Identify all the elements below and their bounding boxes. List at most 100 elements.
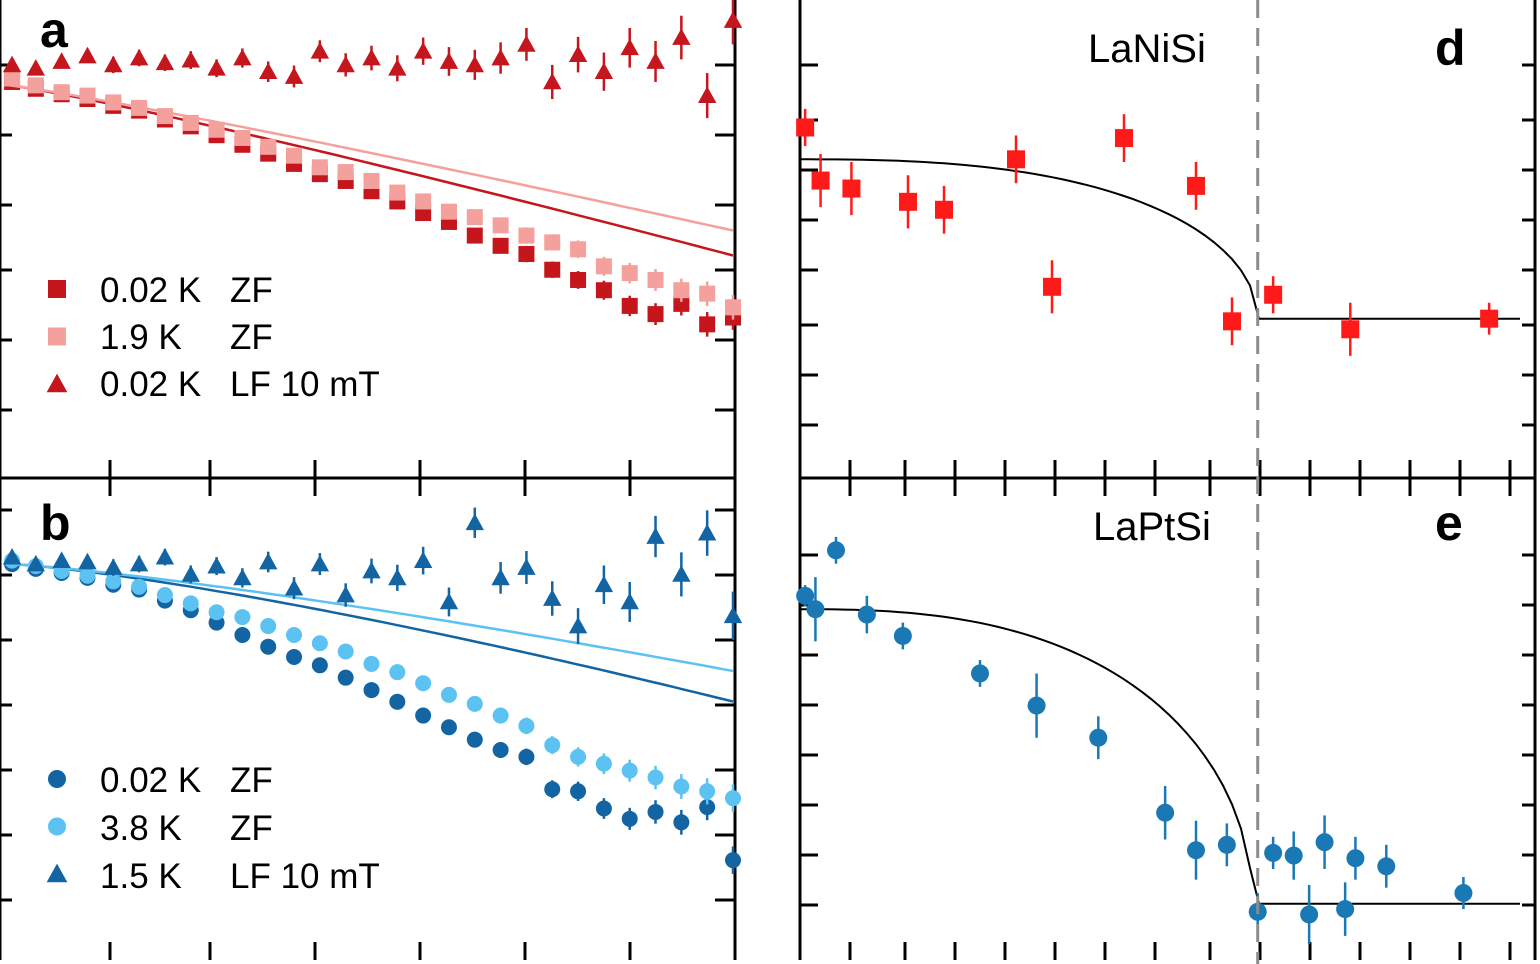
point-b-2-6 (155, 547, 175, 565)
legend-a-temp-2: 0.02 K (100, 365, 201, 404)
point-b-2-15 (388, 568, 407, 586)
point-a-1-11 (286, 147, 303, 164)
point-e-3 (857, 605, 876, 624)
point-a-0-18 (466, 227, 483, 244)
point-e-9 (1187, 841, 1205, 860)
panel-b: b 0.02 K ZF 3.8 K ZF 1.5 K LF 10 mT (40, 495, 380, 896)
point-a-2-21 (543, 72, 562, 90)
point-b-1-16 (415, 675, 432, 692)
point-b-2-4 (104, 558, 123, 575)
point-e-2 (827, 541, 845, 560)
point-a-2-6 (155, 53, 175, 71)
frame-e (798, 478, 1537, 960)
point-a-0-27 (699, 316, 716, 333)
point-a-2-15 (388, 59, 407, 76)
series-a-2 (2, 0, 743, 119)
point-b-2-14 (362, 561, 381, 579)
point-b-2-9 (233, 568, 252, 586)
legend-marker-a-1 (48, 327, 66, 346)
point-b-0-28 (725, 852, 741, 869)
point-a-2-10 (259, 62, 278, 80)
legend-a-field-2: LF 10 mT (230, 365, 380, 404)
point-a-2-12 (310, 42, 330, 59)
point-a-0-23 (595, 282, 612, 299)
point-e-18 (1377, 857, 1396, 876)
point-e-13 (1300, 905, 1319, 924)
point-b-1-15 (389, 664, 406, 681)
point-b-0-18 (466, 731, 483, 748)
point-a-1-24 (621, 265, 638, 282)
point-a-0-19 (492, 237, 509, 254)
point-a-1-6 (156, 108, 173, 125)
point-a-2-23 (594, 62, 614, 80)
point-a-1-23 (595, 258, 612, 275)
point-e-1 (806, 600, 825, 619)
fit-line-b-1 (9, 562, 734, 673)
point-a-1-28 (725, 299, 741, 316)
point-b-0-9 (234, 626, 251, 643)
point-b-1-17 (440, 686, 457, 703)
point-a-0-25 (647, 306, 664, 323)
point-a-2-11 (284, 67, 304, 84)
material-label-laptsi: LaPtSi (1093, 505, 1211, 549)
point-a-1-1 (27, 77, 44, 94)
point-b-1-28 (725, 790, 741, 807)
series-e (796, 536, 1520, 944)
point-a-2-20 (517, 35, 536, 52)
point-b-2-27 (697, 523, 717, 541)
point-d-8 (1187, 176, 1205, 195)
point-b-1-3 (79, 567, 96, 584)
point-b-1-19 (492, 707, 509, 724)
point-e-19 (1454, 884, 1473, 903)
point-a-1-21 (544, 234, 561, 251)
fit-line-b-0 (9, 562, 734, 703)
point-a-1-5 (131, 99, 148, 116)
legend-a-temp-1: 1.9 K (100, 318, 182, 357)
point-a-1-2 (53, 84, 70, 101)
point-d-7 (1115, 129, 1133, 148)
point-d-9 (1223, 312, 1241, 331)
legend-marker-b-0 (48, 770, 66, 788)
point-a-1-3 (79, 87, 96, 104)
point-b-2-18 (465, 513, 484, 531)
point-b-0-16 (415, 707, 432, 724)
point-e-4 (893, 626, 912, 645)
point-b-2-20 (517, 558, 536, 575)
point-b-2-24 (620, 592, 639, 610)
point-a-2-5 (129, 48, 149, 66)
point-d-1 (811, 171, 830, 190)
point-d-3 (899, 192, 917, 211)
point-a-0-21 (544, 261, 561, 278)
point-b-1-10 (260, 618, 277, 635)
point-b-2-10 (259, 552, 278, 570)
point-b-0-22 (570, 783, 587, 800)
point-b-2-28 (723, 606, 743, 624)
point-a-2-22 (568, 45, 588, 62)
legend-markers-b (46, 770, 68, 883)
point-b-1-13 (337, 643, 354, 660)
point-e-16 (1315, 833, 1334, 852)
point-a-1-7 (182, 114, 199, 131)
point-b-0-25 (647, 803, 664, 820)
point-a-1-18 (466, 209, 483, 226)
point-b-1-12 (311, 635, 328, 652)
point-b-2-26 (672, 565, 691, 582)
point-a-2-1 (26, 59, 46, 76)
point-b-0-19 (492, 741, 509, 758)
point-a-0-24 (621, 297, 638, 314)
panel-label-a: a (40, 2, 69, 58)
point-a-1-4 (105, 94, 122, 111)
point-b-1-5 (131, 578, 148, 595)
point-a-1-15 (389, 184, 406, 201)
legend-marker-b-1 (48, 817, 66, 836)
point-a-2-17 (439, 52, 459, 69)
panel-a: a 0.02 K ZF 1.9 K ZF 0.02 K LF 10 mT (40, 2, 380, 404)
point-e-15 (1336, 900, 1355, 919)
point-b-2-0 (2, 547, 22, 565)
point-a-1-10 (260, 138, 277, 155)
point-b-2-1 (26, 554, 46, 572)
point-b-1-8 (208, 604, 225, 621)
point-a-1-12 (311, 159, 328, 176)
point-e-0 (796, 586, 815, 605)
